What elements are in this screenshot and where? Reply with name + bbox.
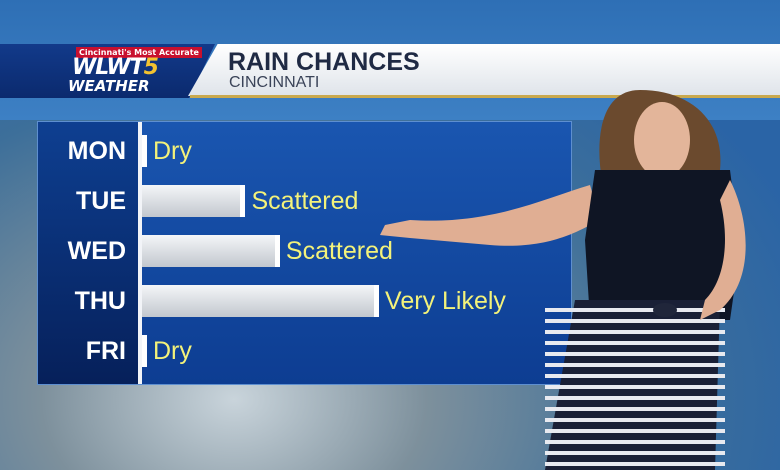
bar-label: Dry: [153, 337, 192, 365]
station-logo: WLWT5: [72, 55, 159, 80]
bar-label: Scattered: [251, 187, 359, 215]
skirt-stripe: [545, 440, 725, 444]
skirt-stripe: [545, 418, 725, 422]
rain-bar: [142, 285, 380, 317]
skirt-stripe: [545, 308, 725, 312]
tagline: Cincinnati's Most Accurate: [76, 47, 202, 58]
presenter: [380, 90, 746, 470]
rain-bar: [142, 335, 147, 367]
day-label: TUE: [76, 187, 126, 215]
skirt-stripe: [545, 385, 725, 389]
skirt-stripe: [545, 341, 725, 345]
gold-divider: [190, 95, 780, 98]
skirt-stripe: [545, 352, 725, 356]
skirt-stripe: [545, 319, 725, 323]
presenter-left-arm: [700, 180, 746, 320]
presenter-top: [585, 170, 740, 320]
page-title: RAIN CHANCES: [228, 48, 420, 76]
logo-main: WLWT: [72, 55, 145, 80]
day-label-column: [38, 122, 138, 384]
lower-third-header: Cincinnati's Most Accurate WLWT5 WEATHER…: [0, 44, 780, 98]
bar-label: Very Likely: [385, 287, 506, 315]
logo-number: 5: [143, 55, 159, 80]
chart-axis: [138, 122, 142, 384]
rain-bar: [142, 135, 147, 167]
skirt-stripes: [545, 308, 725, 466]
skirt-stripe: [545, 330, 725, 334]
day-label: THU: [74, 287, 126, 315]
rain-bar: [142, 235, 280, 267]
logo-sub: WEATHER: [68, 77, 150, 95]
skirt-stripe: [545, 407, 725, 411]
skirt-stripe: [545, 363, 725, 367]
skirt-stripe: [545, 374, 725, 378]
skirt-stripe: [545, 396, 725, 400]
skirt-stripe: [545, 429, 725, 433]
skirt-stripe: [545, 462, 725, 466]
day-label: FRI: [85, 337, 126, 365]
skirt-stripe: [545, 451, 725, 455]
title-block: [188, 44, 780, 96]
rain-bar: [142, 185, 246, 217]
presenter-arm: [380, 185, 600, 246]
presenter-face: [634, 102, 690, 178]
bar-label: Dry: [153, 137, 192, 165]
day-label: WED: [67, 237, 126, 265]
bar-label: Scattered: [285, 237, 393, 265]
clicker-remote: [653, 303, 677, 317]
chart-panel: MON Dry TUE Scattered WED Scattered THU Very Li…: [37, 121, 572, 385]
day-label: MON: [67, 137, 126, 165]
page-subtitle: CINCINNATI: [229, 74, 320, 91]
